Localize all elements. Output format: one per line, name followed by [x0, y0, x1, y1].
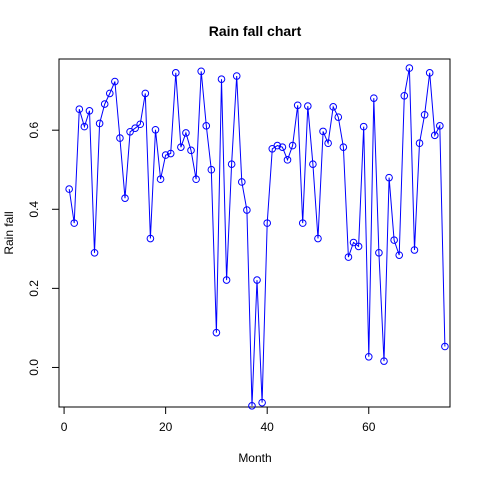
data-point: [217, 75, 226, 83]
data-point: [222, 276, 231, 284]
data-point: [258, 398, 266, 407]
data-point: [364, 352, 373, 361]
data-point: [100, 100, 109, 108]
data-point: [405, 64, 414, 72]
data-point: [227, 160, 236, 168]
x-tick-label: 40: [261, 420, 275, 434]
data-point: [370, 94, 378, 102]
data-point: [298, 219, 307, 227]
data-point: [146, 234, 155, 243]
data-point: [187, 146, 195, 155]
data-point: [293, 101, 302, 110]
data-point: [334, 113, 343, 121]
data-point: [400, 91, 409, 100]
series-line: [68, 68, 446, 406]
data-point: [182, 129, 190, 137]
chart-title: Rain fall chart: [209, 23, 302, 39]
data-point: [385, 173, 393, 182]
data-point: [420, 110, 429, 119]
data-point: [339, 143, 348, 151]
data-point: [273, 141, 282, 150]
data-point: [309, 160, 317, 168]
data-point: [441, 342, 449, 351]
data-point: [380, 357, 388, 365]
data-point: [161, 151, 170, 159]
data-point: [171, 69, 180, 77]
y-tick-label: 0.0: [27, 359, 41, 376]
data-point: [126, 127, 134, 136]
data-point: [278, 143, 287, 151]
data-point: [75, 105, 84, 114]
data-point: [395, 251, 404, 259]
data-point: [207, 165, 216, 174]
data-point: [121, 194, 129, 202]
data-point: [288, 141, 297, 150]
data-point: [354, 242, 363, 251]
data-point: [344, 253, 353, 261]
data-point: [430, 131, 439, 140]
y-tick-label: 0.6: [27, 122, 41, 139]
y-tick-label: 0.2: [27, 280, 41, 297]
data-point: [95, 119, 104, 128]
data-point: [319, 127, 327, 136]
data-point: [212, 328, 221, 337]
data-point: [283, 156, 292, 164]
data-point: [232, 72, 241, 80]
data-point: [90, 248, 99, 257]
data-point: [202, 122, 211, 130]
y-axis-label: Rain fall: [2, 211, 16, 254]
data-point: [238, 178, 246, 186]
data-point: [85, 107, 94, 115]
x-axis-label: Month: [238, 451, 271, 465]
data-point: [177, 143, 185, 151]
data-point: [70, 219, 79, 227]
data-point: [304, 102, 312, 110]
data-point: [192, 175, 200, 184]
data-point: [105, 89, 114, 98]
data-point: [253, 276, 261, 284]
plot-frame: [58, 58, 451, 408]
x-tick-label: 0: [61, 420, 68, 434]
data-point: [263, 219, 271, 227]
data-point: [410, 246, 419, 254]
x-axis: 0 20 40 60: [61, 407, 376, 434]
data-point: [151, 125, 160, 134]
data-point: [243, 206, 251, 214]
data-point: [375, 248, 383, 257]
y-tick-label: 0.4: [27, 201, 41, 218]
data-point: [111, 77, 119, 86]
data-point: [65, 185, 73, 193]
data-point: [131, 124, 139, 133]
data-point: [349, 238, 358, 247]
data-point: [359, 122, 368, 131]
data-point: [197, 67, 205, 76]
data-point: [156, 175, 165, 184]
data-point: [415, 139, 424, 148]
data-point: [425, 69, 434, 77]
data-point: [329, 103, 338, 111]
data-point: [324, 139, 332, 148]
data-point: [436, 122, 444, 130]
data-points: [65, 64, 449, 410]
data-point: [136, 120, 145, 129]
data-point: [80, 122, 89, 131]
data-point: [390, 236, 398, 244]
data-point: [166, 149, 175, 158]
y-axis: 0.0 0.2 0.4 0.6: [27, 122, 59, 376]
data-point: [314, 234, 322, 243]
x-tick-label: 20: [159, 420, 173, 434]
x-tick-label: 60: [362, 420, 376, 434]
data-point: [141, 89, 150, 98]
data-point: [116, 134, 124, 142]
data-point: [248, 402, 256, 410]
